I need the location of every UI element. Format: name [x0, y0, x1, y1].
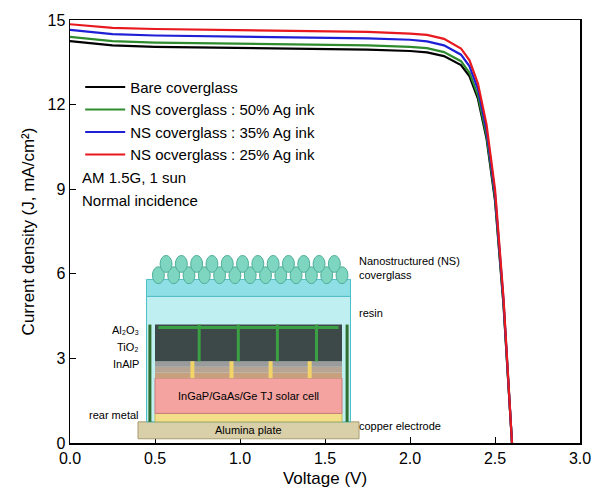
svg-text:InAlP: InAlP	[113, 358, 139, 370]
svg-text:Bare coverglass: Bare coverglass	[130, 79, 238, 96]
svg-text:6: 6	[56, 265, 65, 282]
svg-text:3: 3	[56, 350, 65, 367]
svg-text:15: 15	[48, 12, 66, 29]
svg-text:NS ocverglass : 25% Ag ink: NS ocverglass : 25% Ag ink	[130, 146, 315, 163]
svg-text:12: 12	[48, 96, 66, 113]
svg-text:0.0: 0.0	[59, 450, 81, 467]
svg-text:InGaP/GaAs/Ge TJ solar cell: InGaP/GaAs/Ge TJ solar cell	[178, 390, 319, 402]
svg-text:TiO₂: TiO₂	[117, 341, 139, 353]
svg-text:NS coverglass : 50% Ag ink: NS coverglass : 50% Ag ink	[130, 101, 315, 118]
svg-text:Normal incidence: Normal incidence	[82, 192, 198, 209]
svg-text:AM 1.5G, 1 sun: AM 1.5G, 1 sun	[82, 169, 186, 186]
svg-text:2.5: 2.5	[484, 450, 506, 467]
svg-text:NS coverglass : 35% Ag ink: NS coverglass : 35% Ag ink	[130, 124, 315, 141]
svg-text:9: 9	[56, 181, 65, 198]
svg-text:Alumina plate: Alumina plate	[215, 424, 282, 436]
svg-text:Nanostructured (NS)coverglass: Nanostructured (NS)coverglass	[359, 255, 460, 281]
svg-text:Voltage (V): Voltage (V)	[283, 469, 367, 488]
svg-text:0.5: 0.5	[144, 450, 166, 467]
svg-text:copper electrode: copper electrode	[359, 420, 441, 432]
svg-text:Al₂O₃: Al₂O₃	[112, 324, 139, 336]
svg-text:3.0: 3.0	[569, 450, 591, 467]
svg-text:resin: resin	[359, 307, 383, 319]
svg-text:Current density (J, mA/cm²): Current density (J, mA/cm²)	[19, 128, 38, 336]
svg-text:1.5: 1.5	[314, 450, 336, 467]
svg-text:rear metal: rear metal	[89, 409, 139, 421]
svg-text:2.0: 2.0	[399, 450, 421, 467]
svg-text:1.0: 1.0	[229, 450, 251, 467]
svg-text:0: 0	[56, 435, 65, 452]
